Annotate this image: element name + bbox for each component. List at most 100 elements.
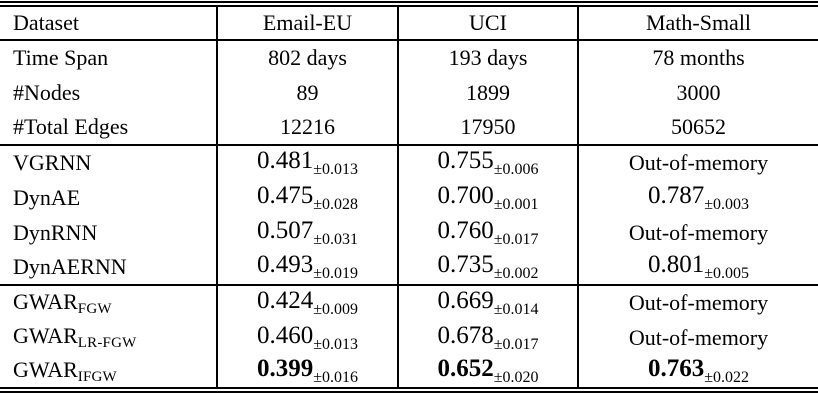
metric-cell: 0.760±0.017 xyxy=(397,215,578,250)
metric-cell: 0.493±0.019 xyxy=(216,250,398,285)
metric-mean-value: 0.763 xyxy=(647,355,705,382)
stat-value-text: 1899 xyxy=(466,79,510,105)
row-label-text: DynAE xyxy=(13,184,81,210)
metric-std-value: ±0.020 xyxy=(493,369,539,386)
metric-mean-value: 0.760 xyxy=(437,216,494,244)
metric-mean-value: 0.481 xyxy=(256,147,314,174)
stat-value-text: 12216 xyxy=(280,114,335,139)
metric-mean-value: 0.700 xyxy=(437,181,494,209)
metric-cell: 0.475±0.028 xyxy=(216,180,398,215)
metric-cell: 0.700±0.001 xyxy=(397,180,578,215)
metric-mean-value: 0.678 xyxy=(437,321,494,349)
row-label: GWARIFGW xyxy=(0,355,217,390)
metric-std-value: ±0.014 xyxy=(493,301,539,318)
row-label-subscript: IFGW xyxy=(77,368,117,385)
metric-mean-value: 0.424 xyxy=(256,287,314,314)
row-label-text: Time Span xyxy=(13,45,109,70)
results-table: Dataset Email-EU UCI Math-Small Time Span 80… xyxy=(0,1,818,393)
row-label-subscript: LR-FGW xyxy=(77,335,137,351)
metric-std-value: ±0.016 xyxy=(313,369,359,386)
stat-value-cell: 3000 xyxy=(577,75,818,110)
table-row-nodes: #Nodes 89 1899 3000 xyxy=(0,75,818,110)
stat-value-cell: 50652 xyxy=(577,110,818,145)
stat-value-cell: 78 months xyxy=(577,40,818,75)
out-of-memory-cell: Out-of-memory xyxy=(577,285,818,320)
column-header-dataset: Dataset xyxy=(13,10,79,35)
metric-mean-value: 0.475 xyxy=(256,181,314,209)
out-of-memory-text: Out-of-memory xyxy=(628,219,769,245)
table-row-gwar-lr-fgw: GWARLR-FGW 0.460±0.013 0.678±0.017 Out-of-m… xyxy=(0,320,818,355)
table-row-dynae: DynAE 0.475±0.028 0.700±0.001 0.787±0.003 xyxy=(0,180,818,215)
metric-std-value: ±0.005 xyxy=(704,265,750,282)
metric-std-value: ±0.009 xyxy=(313,301,359,318)
row-label-text: GWAR xyxy=(13,288,78,314)
header-row: Dataset Email-EU UCI Math-Small xyxy=(0,4,818,40)
row-label-text: #Total Edges xyxy=(13,114,129,139)
table-row-dynrnn: DynRNN 0.507±0.031 0.760±0.017 Out-of-memor… xyxy=(0,215,818,250)
row-label: DynAE xyxy=(0,180,217,215)
metric-cell: 0.460±0.013 xyxy=(216,320,398,355)
row-label-text: VGRNN xyxy=(13,150,92,175)
out-of-memory-cell: Out-of-memory xyxy=(577,320,818,355)
row-label: #Nodes xyxy=(0,75,217,110)
metric-cell: 0.669±0.014 xyxy=(397,285,578,320)
metric-std-value: ±0.022 xyxy=(704,369,750,386)
column-header-math-small: Math-Small xyxy=(577,4,818,40)
metric-mean-value: 0.755 xyxy=(437,147,494,174)
out-of-memory-text: Out-of-memory xyxy=(628,150,769,175)
metric-mean-value: 0.399 xyxy=(256,355,314,382)
column-header-uci: UCI xyxy=(397,4,578,40)
table-row-gwar-fgw: GWARFGW 0.424±0.009 0.669±0.014 Out-of-memo… xyxy=(0,285,818,320)
metric-cell: 0.507±0.031 xyxy=(216,215,398,250)
metric-mean-value: 0.493 xyxy=(256,251,314,278)
stat-value-text: 50652 xyxy=(671,114,726,139)
row-label: VGRNN xyxy=(0,145,217,180)
out-of-memory-text: Out-of-memory xyxy=(628,324,769,350)
row-label-subscript: FGW xyxy=(77,300,112,317)
stat-value-cell: 12216 xyxy=(216,110,398,145)
table-body: Time Span 802 days 193 days 78 months #Nodes… xyxy=(0,40,818,390)
metric-mean-value: 0.652 xyxy=(437,355,494,382)
metric-mean-value: 0.801 xyxy=(647,251,705,278)
row-label-text: GWAR xyxy=(13,356,78,382)
column-header-email-eu: Email-EU xyxy=(216,4,398,40)
metric-std-value: ±0.028 xyxy=(313,195,359,213)
stat-value-cell: 17950 xyxy=(397,110,578,145)
metric-cell: 0.652±0.020 xyxy=(397,355,578,390)
metric-mean-value: 0.669 xyxy=(437,287,494,314)
stat-value-cell: 1899 xyxy=(397,75,578,110)
table-header: Dataset Email-EU UCI Math-Small xyxy=(0,4,818,40)
metric-cell: 0.801±0.005 xyxy=(577,250,818,285)
metric-cell: 0.481±0.013 xyxy=(216,145,398,180)
out-of-memory-cell: Out-of-memory xyxy=(577,145,818,180)
row-label-text: DynAERNN xyxy=(13,254,127,279)
stat-value-text: 78 months xyxy=(652,45,745,70)
metric-std-value: ±0.002 xyxy=(493,265,539,282)
metric-std-value: ±0.017 xyxy=(493,335,539,353)
out-of-memory-text: Out-of-memory xyxy=(628,290,769,315)
metric-mean-value: 0.460 xyxy=(256,321,314,349)
stat-value-cell: 802 days xyxy=(216,40,398,75)
row-label: GWARLR-FGW xyxy=(0,320,217,355)
metric-cell: 0.763±0.022 xyxy=(577,355,818,390)
table-row-dynaernn: DynAERNN 0.493±0.019 0.735±0.002 0.801±0.00… xyxy=(0,250,818,285)
row-label: #Total Edges xyxy=(0,110,217,145)
metric-cell: 0.755±0.006 xyxy=(397,145,578,180)
stat-value-text: 3000 xyxy=(676,79,721,105)
metric-mean-value: 0.735 xyxy=(437,251,494,278)
table-row-time-span: Time Span 802 days 193 days 78 months xyxy=(0,40,818,75)
metric-cell: 0.678±0.017 xyxy=(397,320,578,355)
table-row-total-edges: #Total Edges 12216 17950 50652 xyxy=(0,110,818,145)
stat-value-text: 17950 xyxy=(460,114,516,139)
table-row-gwar-ifgw: GWARIFGW 0.399±0.016 0.652±0.020 0.763±0.02… xyxy=(0,355,818,390)
metric-mean-value: 0.787 xyxy=(647,181,705,209)
stat-value-text: 193 days xyxy=(448,45,528,70)
metric-std-value: ±0.013 xyxy=(313,161,359,178)
row-label-text: GWAR xyxy=(13,323,78,348)
row-label: DynAERNN xyxy=(0,250,217,285)
row-label: GWARFGW xyxy=(0,285,217,320)
metric-cell: 0.735±0.002 xyxy=(397,250,578,285)
out-of-memory-cell: Out-of-memory xyxy=(577,215,818,250)
metric-std-value: ±0.031 xyxy=(313,230,359,248)
